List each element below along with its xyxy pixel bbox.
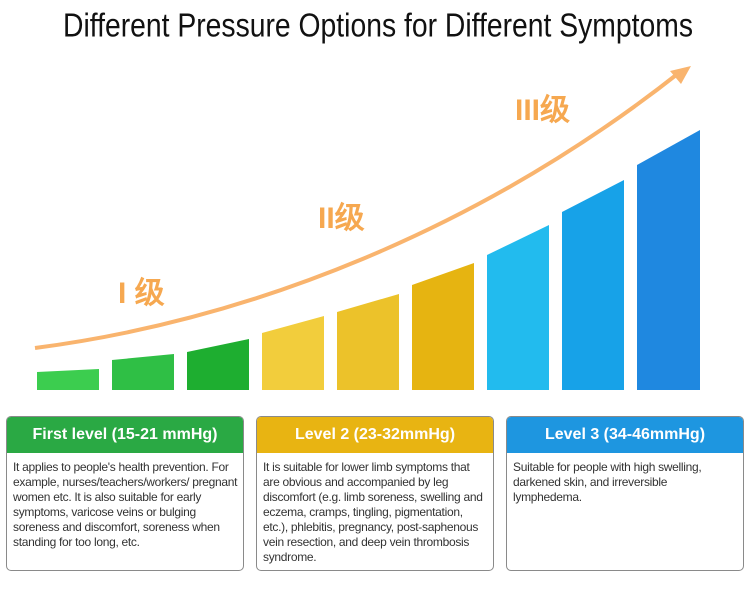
bar (37, 369, 99, 390)
card-title: Level 2 (23-32mmHg) (257, 417, 493, 453)
arrow-head (670, 66, 691, 84)
card-title: First level (15-21 mmHg) (7, 417, 243, 453)
card: Level 2 (23-32mmHg) It is suitable for l… (256, 416, 494, 571)
graphic: Different Pressure Options for Different… (34, 7, 700, 390)
card: Level 3 (34-46mmHg) Suitable for people … (506, 416, 744, 571)
bar (262, 316, 324, 390)
bar (412, 263, 474, 390)
bar (187, 339, 249, 390)
level-marks: I 级 II级 III级 (118, 94, 570, 310)
card-text: It is suitable for lower limb symptoms t… (263, 460, 483, 564)
bar (337, 294, 399, 390)
level-mark: III级 (515, 94, 570, 127)
bar (112, 354, 174, 390)
bar (637, 130, 700, 390)
bar (562, 180, 624, 390)
card: First level (15-21 mmHg) It applies to p… (6, 416, 244, 571)
card-title: Level 3 (34-46mmHg) (507, 417, 743, 453)
card-text: It applies to people's health prevention… (13, 460, 238, 549)
bar (487, 225, 549, 390)
trend-arrow (34, 70, 682, 350)
bars (37, 130, 700, 390)
level-mark: I 级 (118, 277, 165, 310)
level-mark: II级 (318, 202, 365, 235)
title: Different Pressure Options for Different… (63, 7, 693, 44)
card-text: Suitable for people with high swelling, … (513, 460, 702, 504)
